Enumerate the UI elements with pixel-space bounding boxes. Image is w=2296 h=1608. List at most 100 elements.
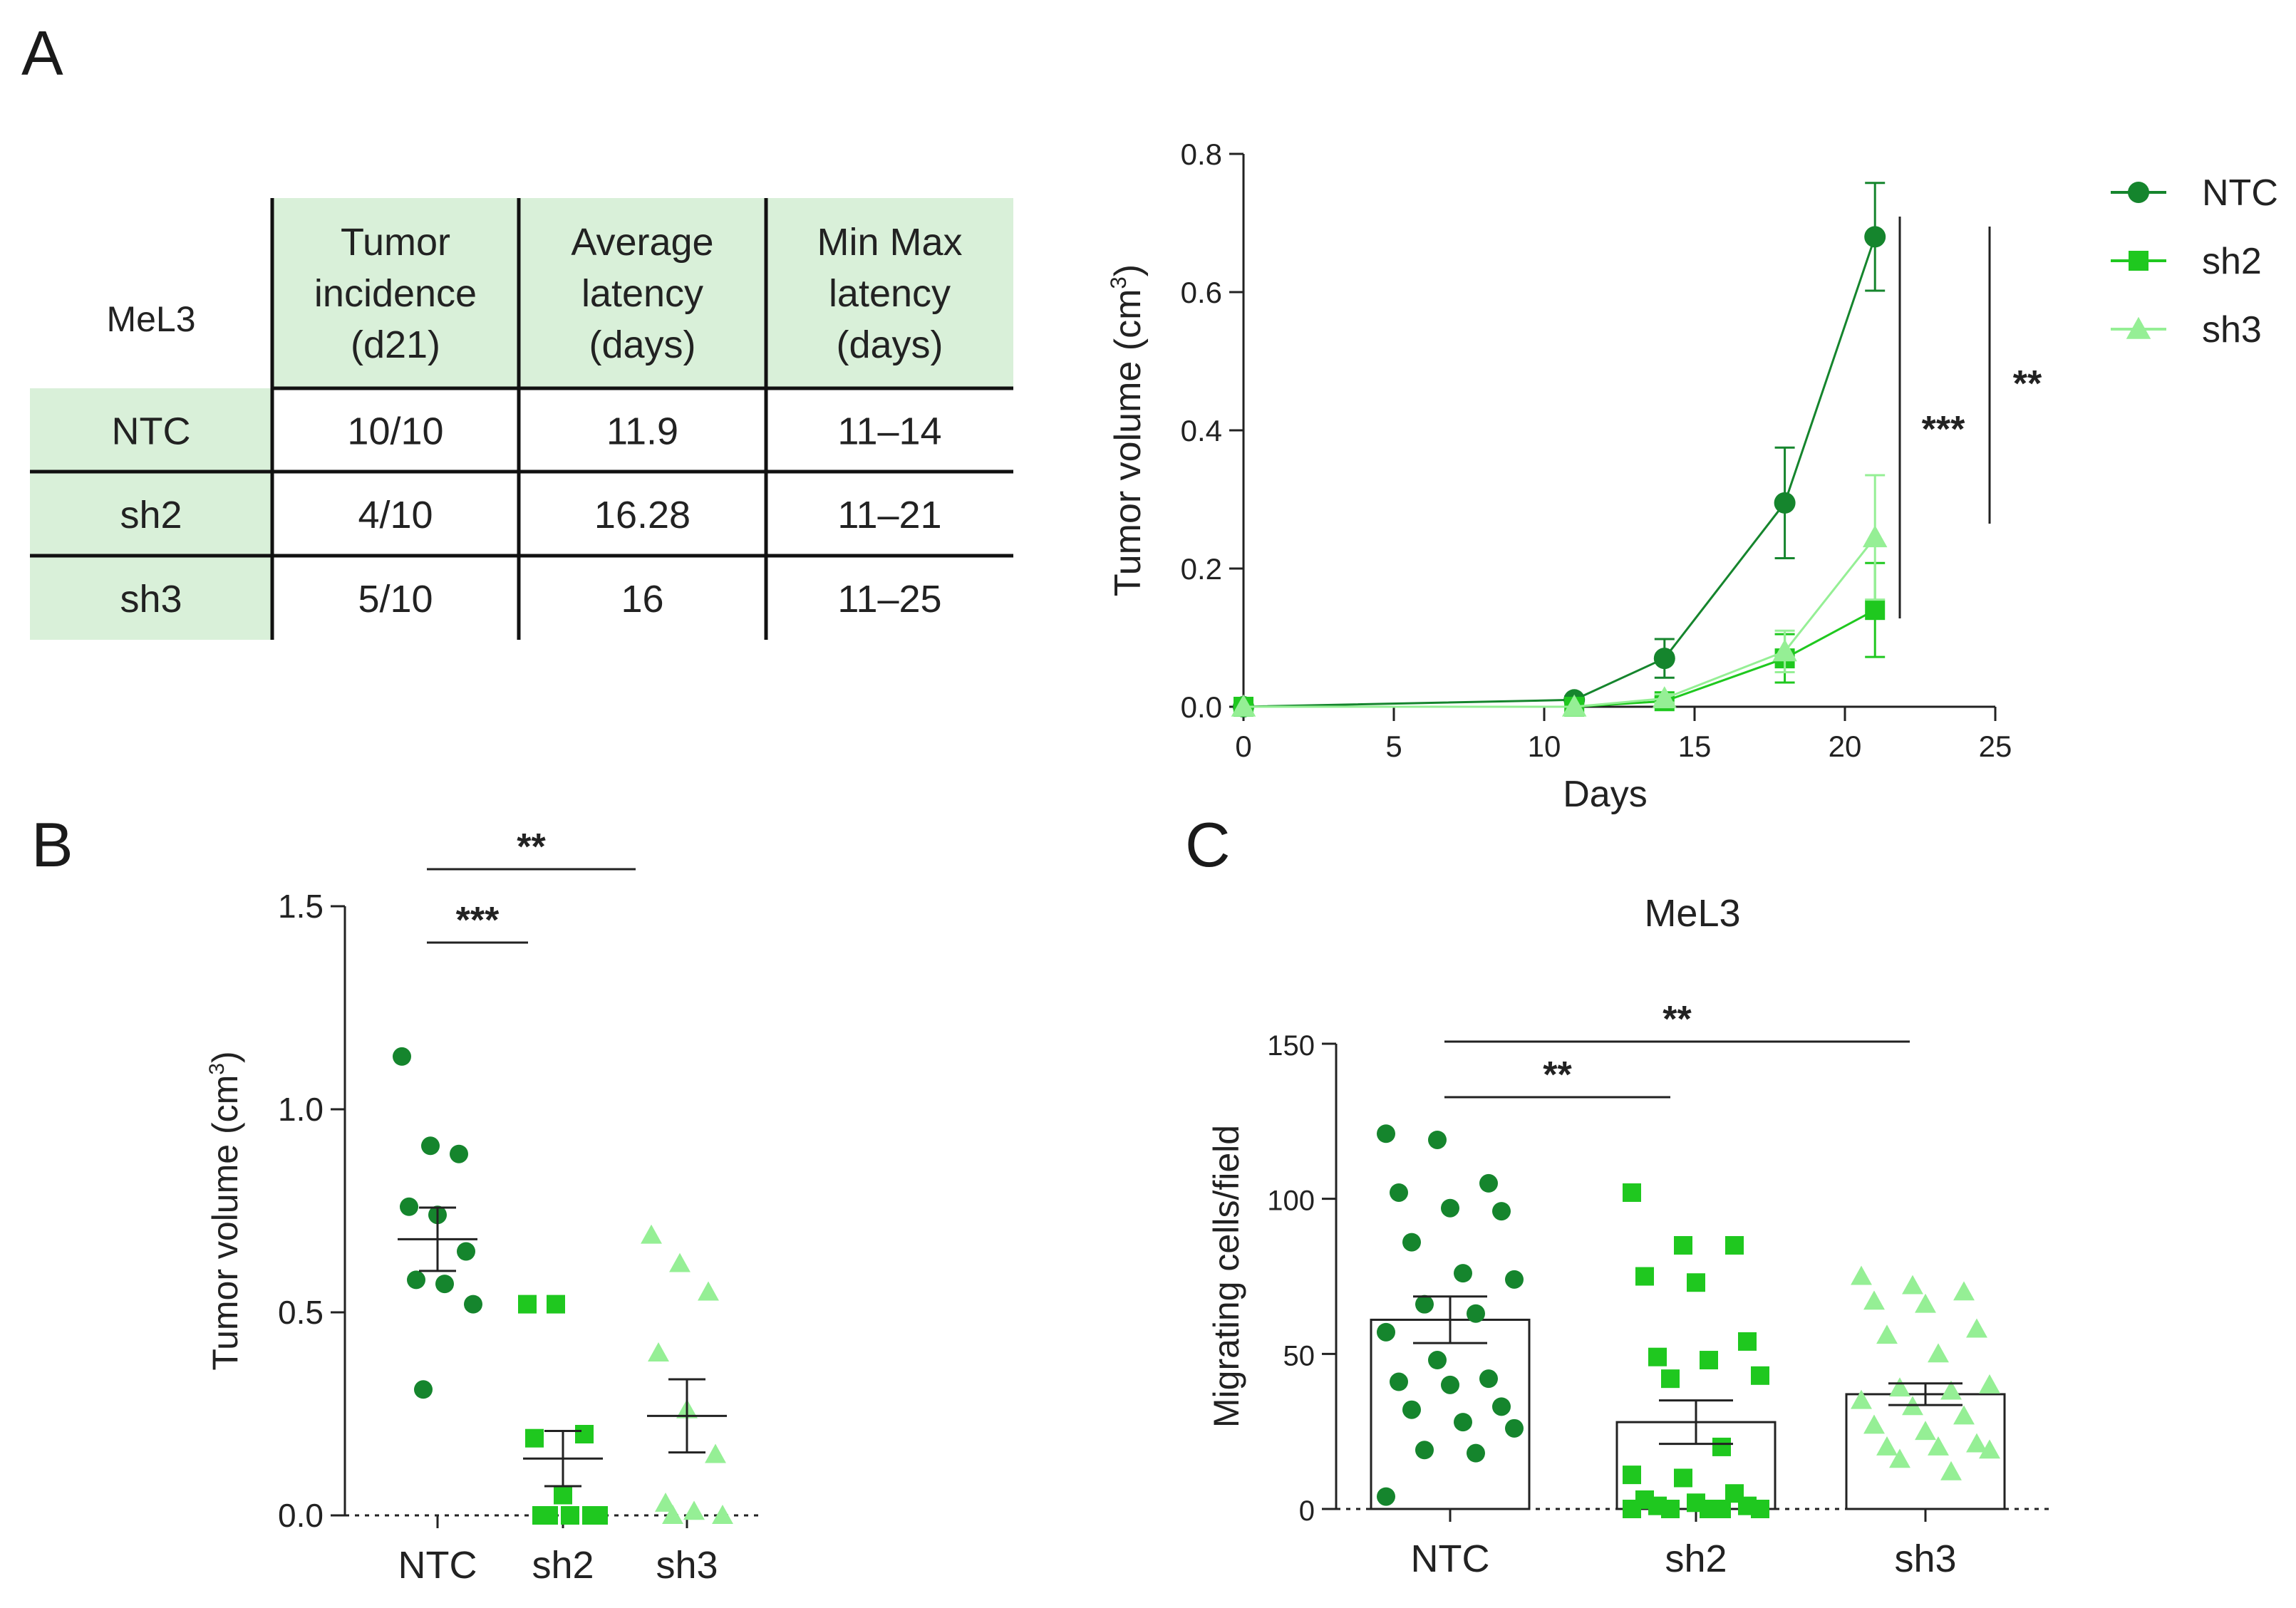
series-line-NTC: [1243, 236, 1876, 708]
x-tick-label: 10: [1528, 730, 1561, 763]
y-tick-label: 100: [1267, 1186, 1315, 1217]
data-point-sh3: [698, 1281, 719, 1301]
data-point-sh2: [1661, 1500, 1680, 1518]
table-cell: 16.28: [594, 494, 691, 536]
data-point-NTC: [1505, 1270, 1524, 1289]
data-point-sh3: [1851, 1389, 1872, 1409]
data-point-sh2: [1674, 1468, 1692, 1488]
data-point-NTC: [1415, 1441, 1434, 1460]
series-line-sh3: [1243, 536, 1876, 708]
sig-bracket-0-label: ***: [456, 900, 500, 941]
data-point-sh3: [1231, 694, 1256, 717]
y-tick-label: 0.4: [1181, 414, 1222, 447]
y-axis-label-text: Migrating cells/field: [1206, 1125, 1246, 1428]
table-row-label: NTC: [112, 410, 191, 453]
data-point-sh2: [561, 1506, 579, 1525]
y-tick-label: 0.6: [1181, 276, 1222, 309]
category-label-sh2: sh2: [532, 1544, 594, 1587]
data-point-sh2: [1865, 600, 1886, 621]
data-point-NTC: [1390, 1183, 1408, 1202]
data-point-sh2: [1661, 1369, 1680, 1389]
table-cell: 16: [621, 578, 663, 621]
data-point-sh2: [1674, 1235, 1692, 1255]
data-point-sh3: [1862, 525, 1888, 548]
data-point-NTC: [1454, 1413, 1472, 1432]
data-point-NTC: [450, 1144, 468, 1163]
data-point-NTC: [1864, 226, 1886, 248]
y-tick-label: 1.5: [278, 888, 324, 925]
table-cell: 4/10: [358, 494, 433, 536]
data-point-NTC: [1492, 1202, 1511, 1221]
table-rowlabel-bg: [30, 388, 272, 640]
data-point-sh3: [1979, 1439, 2000, 1459]
chart-title: MeL3: [1644, 892, 1740, 935]
data-point-sh3: [669, 1252, 691, 1272]
data-point-NTC: [1479, 1173, 1498, 1193]
data-point-sh2: [1623, 1466, 1641, 1485]
data-point-NTC: [1402, 1233, 1421, 1252]
table-cell: 11–25: [837, 578, 941, 621]
data-point-sh3: [648, 1342, 669, 1361]
y-tick-label: 0.2: [1181, 552, 1222, 586]
category-label-sh3: sh3: [1894, 1537, 1956, 1580]
legend-label-NTC: NTC: [2202, 172, 2278, 214]
y-tick-label: 50: [1283, 1340, 1315, 1371]
y-axis-label: Migrating cells/field: [1206, 1125, 1246, 1428]
data-point-sh2: [554, 1485, 572, 1505]
data-point-sh2: [589, 1506, 608, 1525]
data-point-sh3: [1851, 1265, 1872, 1285]
data-point-NTC: [1377, 1487, 1395, 1506]
y-axis-label: Tumor volume (cm3): [1106, 264, 1149, 596]
panel-label-b: B: [31, 809, 73, 880]
table-corner-label: MeL3: [106, 299, 195, 339]
table-cell: 11–21: [837, 494, 941, 536]
table-header-cell: incidence: [314, 272, 477, 315]
table-cell: 11.9: [606, 410, 678, 453]
data-point-sh3: [655, 1492, 676, 1512]
data-point-sh3: [1915, 1293, 1936, 1313]
data-point-NTC: [1653, 648, 1675, 670]
data-point-NTC: [407, 1270, 425, 1290]
data-point-sh3: [1889, 1448, 1910, 1468]
data-point-sh3: [1966, 1433, 1987, 1453]
data-point-sh2: [1687, 1273, 1705, 1292]
table-cell: 10/10: [347, 410, 443, 453]
data-point-NTC: [1377, 1124, 1395, 1143]
data-point-sh2: [539, 1506, 558, 1525]
data-point-sh2: [1751, 1500, 1769, 1518]
data-point-NTC: [435, 1275, 454, 1294]
data-point-NTC: [1390, 1372, 1408, 1391]
data-point-NTC: [1492, 1397, 1511, 1416]
data-point-sh2: [547, 1295, 565, 1314]
tumor-volume-scatter: 0.0 0.5 1.0 1.5 NTC sh2 sh3 Tumor volume (cm3) *…: [205, 826, 762, 1587]
data-point-NTC: [1505, 1418, 1524, 1438]
table-header-cell: latency: [581, 272, 703, 315]
data-point-sh3: [1940, 1461, 1962, 1480]
legend-marker-sh2: [2129, 251, 2148, 271]
y-axis-label: Tumor volume (cm3): [205, 1051, 245, 1370]
category-label-NTC: NTC: [398, 1544, 477, 1587]
data-point-sh3: [683, 1500, 705, 1520]
data-point-NTC: [1774, 492, 1796, 514]
data-point-sh3: [1940, 1380, 1962, 1400]
category-label-sh3: sh3: [656, 1544, 718, 1587]
data-point-sh2: [525, 1428, 544, 1448]
data-point-sh3: [1876, 1436, 1898, 1456]
y-tick-label: 0.8: [1181, 138, 1222, 171]
data-point-NTC: [1467, 1304, 1485, 1323]
data-point-sh2: [1623, 1183, 1641, 1202]
table-cell: 11–14: [837, 410, 941, 453]
data-point-sh2: [1712, 1500, 1731, 1518]
data-point-sh3: [1876, 1324, 1898, 1344]
x-tick-label: 25: [1979, 730, 2012, 763]
sig-label-ntc-sh3: **: [2013, 363, 2042, 405]
latency-table: MeL3 Tumor incidence (d21) Average latency (da…: [30, 198, 1013, 640]
data-point-sh3: [1928, 1343, 1949, 1363]
data-point-sh3: [712, 1505, 733, 1524]
category-label-sh2: sh2: [1665, 1537, 1727, 1580]
data-point-NTC: [1428, 1130, 1447, 1149]
data-point-sh3: [1915, 1421, 1936, 1441]
category-label-NTC: NTC: [1411, 1537, 1490, 1580]
data-point-NTC: [1402, 1400, 1421, 1419]
